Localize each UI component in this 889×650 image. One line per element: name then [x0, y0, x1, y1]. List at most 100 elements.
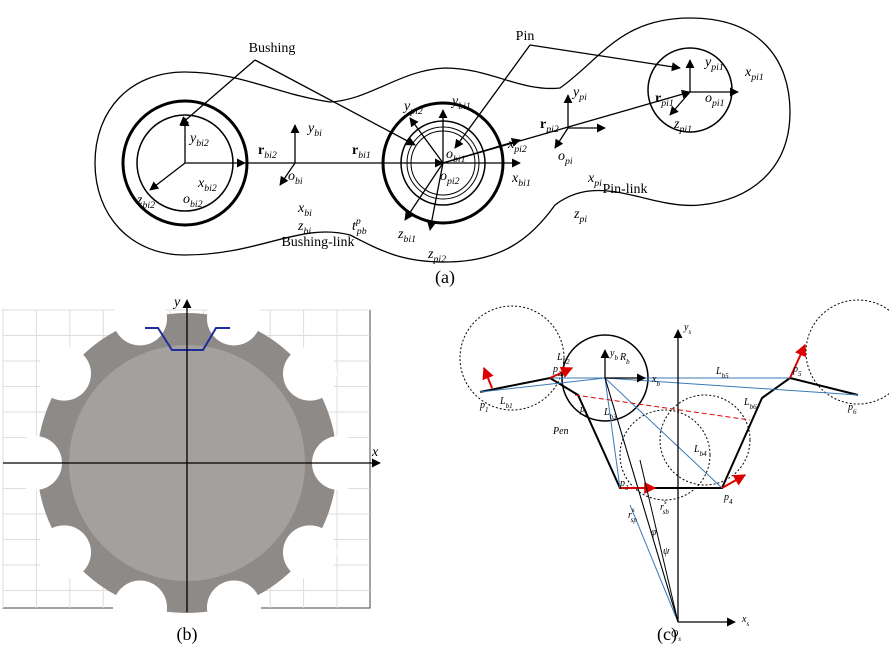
- symbol-sub: bi: [304, 208, 312, 219]
- symbol: zpi: [573, 207, 587, 225]
- symbol: rpi1: [655, 91, 674, 109]
- panel-c: [460, 300, 889, 622]
- symbol: opi: [558, 149, 573, 167]
- callout: Pin-link: [602, 182, 647, 197]
- tooth-gap: [37, 347, 91, 401]
- symbol: ybi: [306, 121, 322, 139]
- caption: (a): [435, 267, 455, 288]
- symbol: ypi2: [402, 99, 423, 117]
- tooth-gap: [207, 581, 261, 635]
- symbol: zbi1: [397, 227, 416, 245]
- symbol: ys: [683, 322, 691, 336]
- symbol: ypi1: [703, 55, 724, 73]
- symbol: xpi1: [744, 65, 764, 83]
- symbol: Lb4: [693, 444, 707, 458]
- symbol-sub: pi: [564, 156, 573, 167]
- symbol-base: O: [671, 629, 678, 640]
- symbol-sub: bi2: [196, 138, 209, 149]
- symbol: rbi1: [352, 143, 371, 161]
- symbol-sub: 1: [485, 406, 489, 414]
- symbol: xb: [651, 374, 660, 388]
- symbol-sub: bi: [314, 128, 322, 139]
- symbol: ψ: [663, 546, 670, 557]
- tooth-gap: [37, 525, 91, 579]
- symbol: Pen: [552, 426, 569, 437]
- tooth-gap: [207, 291, 261, 345]
- symbol-sub: pi: [578, 92, 587, 103]
- symbol-sup: s: [664, 498, 667, 506]
- symbol: rbi2: [258, 143, 277, 161]
- symbol: rssp: [628, 506, 637, 524]
- symbol-sub: s: [746, 620, 749, 628]
- symbol: p1: [479, 400, 489, 414]
- symbol-sub: pi2: [432, 254, 446, 265]
- symbol-sub: 3: [624, 484, 629, 492]
- symbol-sub: sb: [663, 508, 670, 516]
- symbol: Lb6: [743, 397, 757, 411]
- symbol-sub: pi2: [446, 176, 460, 187]
- symbol-sub: bi: [303, 226, 311, 237]
- symbol: p3: [619, 478, 629, 492]
- symbol: pi: [579, 404, 587, 418]
- symbol-sub: pb: [356, 226, 367, 237]
- symbol-base: o: [446, 147, 453, 162]
- symbol-sub: bi1: [518, 178, 531, 189]
- symbol-base: o: [558, 149, 565, 164]
- tooth-profile: [480, 378, 858, 488]
- symbol-sub: b6: [750, 403, 758, 411]
- symbol: opi2: [440, 169, 460, 187]
- symbol-sub: sp: [631, 516, 638, 524]
- symbol-sub: pi: [578, 214, 587, 225]
- symbol-sub: bi1: [358, 150, 371, 161]
- symbol-sub: pi2: [545, 124, 559, 135]
- symbol-sub: bi2: [190, 199, 203, 210]
- symbol: xbi2: [197, 176, 217, 194]
- symbol-sub: s: [688, 328, 691, 336]
- axis-label: x: [371, 445, 379, 460]
- symbol-sub: 5: [798, 370, 802, 378]
- symbol-sub: 2: [558, 370, 562, 378]
- symbol-base: o: [288, 169, 295, 184]
- symbol-sub: 6: [853, 408, 857, 416]
- symbol-sub: pi: [593, 178, 602, 189]
- symbol-sub: pi1: [660, 98, 674, 109]
- symbol-sub: b: [614, 354, 618, 362]
- symbol-sub: bi2: [142, 200, 155, 211]
- symbol-sub: b4: [700, 450, 708, 458]
- panel-b: y x: [3, 291, 380, 634]
- symbol-sub: s: [678, 635, 681, 643]
- symbol: Lb3: [603, 407, 617, 421]
- symbol-sub: b2: [563, 358, 571, 366]
- tooth-gap: [283, 525, 337, 579]
- symbol-sub: b5: [722, 372, 730, 380]
- symbol: xbi: [297, 201, 312, 219]
- symbol: p5: [792, 364, 802, 378]
- callout: Bushing: [249, 41, 296, 56]
- symbol-sub: pi2: [409, 106, 423, 117]
- symbol-base: ψ: [663, 546, 670, 557]
- symbol: Rb: [619, 352, 630, 366]
- symbol: ybi2: [188, 131, 209, 149]
- symbol-sub: bi1: [453, 154, 466, 165]
- symbol-sub: pi1: [678, 124, 692, 135]
- symbol-sub: bi2: [264, 150, 277, 161]
- force-arrows: [484, 345, 805, 488]
- tooth-gap: [113, 291, 167, 345]
- symbol-sub: pi1: [711, 98, 725, 109]
- contact-line: [575, 395, 750, 420]
- symbol-sub: pi1: [750, 72, 764, 83]
- symbol: xpi: [587, 171, 602, 189]
- symbol-sub: i: [585, 410, 587, 418]
- symbol: xs: [741, 614, 749, 628]
- symbol-base: φ: [651, 527, 657, 538]
- symbol: xbi1: [511, 171, 531, 189]
- caption: (b): [177, 624, 198, 645]
- callout: Bushing-link: [281, 235, 354, 250]
- symbol-sub: b3: [610, 413, 618, 421]
- symbol: obi1: [446, 147, 466, 165]
- symbol-sub: bi1: [458, 101, 471, 112]
- symbol-sub: bi1: [403, 234, 416, 245]
- symbol: rpi2: [540, 117, 559, 135]
- tooth-gap: [113, 581, 167, 635]
